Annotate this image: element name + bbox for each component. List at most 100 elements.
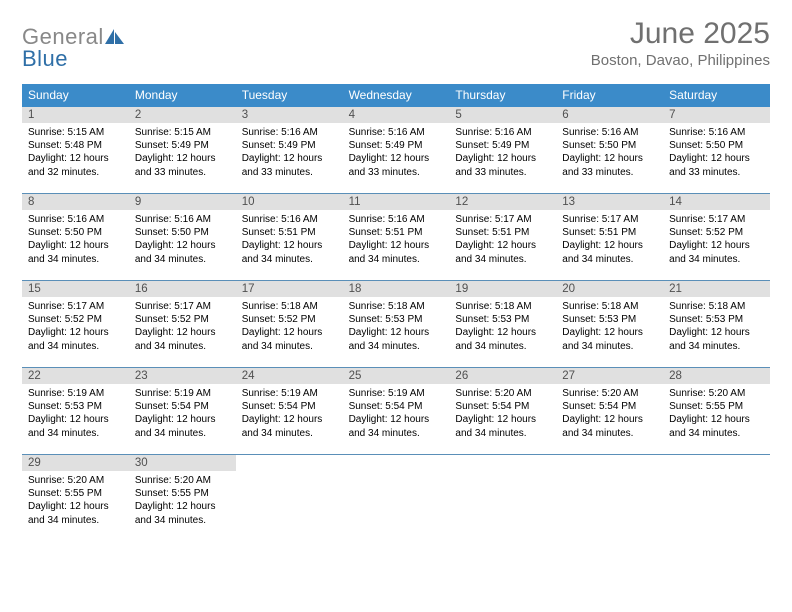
sunset-text: Sunset: 5:51 PM (242, 226, 337, 239)
sunset-text: Sunset: 5:55 PM (669, 400, 764, 413)
daylight-text: Daylight: 12 hours and 34 minutes. (242, 413, 337, 439)
daylight-text: Daylight: 12 hours and 34 minutes. (455, 413, 550, 439)
sunset-text: Sunset: 5:52 PM (28, 313, 123, 326)
sunrise-text: Sunrise: 5:17 AM (135, 300, 230, 313)
sunrise-text: Sunrise: 5:16 AM (349, 213, 444, 226)
day-body: Sunrise: 5:16 AMSunset: 5:49 PMDaylight:… (449, 123, 556, 185)
sunset-text: Sunset: 5:53 PM (349, 313, 444, 326)
daylight-text: Daylight: 12 hours and 32 minutes. (28, 152, 123, 178)
day-headers-row: Sunday Monday Tuesday Wednesday Thursday… (22, 84, 770, 107)
sunrise-text: Sunrise: 5:20 AM (562, 387, 657, 400)
day-cell: 10Sunrise: 5:16 AMSunset: 5:51 PMDayligh… (236, 194, 343, 280)
weeks-container: 1Sunrise: 5:15 AMSunset: 5:48 PMDaylight… (22, 107, 770, 541)
sunrise-text: Sunrise: 5:18 AM (455, 300, 550, 313)
daylight-text: Daylight: 12 hours and 33 minutes. (669, 152, 764, 178)
day-cell: 24Sunrise: 5:19 AMSunset: 5:54 PMDayligh… (236, 368, 343, 454)
day-number: 22 (22, 368, 129, 384)
day-body: Sunrise: 5:19 AMSunset: 5:54 PMDaylight:… (129, 384, 236, 446)
sunset-text: Sunset: 5:54 PM (135, 400, 230, 413)
day-number: 2 (129, 107, 236, 123)
day-body: Sunrise: 5:19 AMSunset: 5:54 PMDaylight:… (343, 384, 450, 446)
day-body: Sunrise: 5:15 AMSunset: 5:49 PMDaylight:… (129, 123, 236, 185)
day-cell: 5Sunrise: 5:16 AMSunset: 5:49 PMDaylight… (449, 107, 556, 193)
sunrise-text: Sunrise: 5:16 AM (455, 126, 550, 139)
daylight-text: Daylight: 12 hours and 34 minutes. (349, 413, 444, 439)
sunrise-text: Sunrise: 5:16 AM (28, 213, 123, 226)
day-cell: 12Sunrise: 5:17 AMSunset: 5:51 PMDayligh… (449, 194, 556, 280)
daylight-text: Daylight: 12 hours and 34 minutes. (455, 239, 550, 265)
day-cell: 21Sunrise: 5:18 AMSunset: 5:53 PMDayligh… (663, 281, 770, 367)
day-number: 24 (236, 368, 343, 384)
calendar: Sunday Monday Tuesday Wednesday Thursday… (22, 84, 770, 541)
day-number: 18 (343, 281, 450, 297)
day-number: 26 (449, 368, 556, 384)
day-number: 4 (343, 107, 450, 123)
day-cell: 7Sunrise: 5:16 AMSunset: 5:50 PMDaylight… (663, 107, 770, 193)
sunset-text: Sunset: 5:51 PM (562, 226, 657, 239)
title-block: June 2025 Boston, Davao, Philippines (591, 18, 770, 69)
sunrise-text: Sunrise: 5:19 AM (135, 387, 230, 400)
sunrise-text: Sunrise: 5:20 AM (455, 387, 550, 400)
calendar-week: 8Sunrise: 5:16 AMSunset: 5:50 PMDaylight… (22, 194, 770, 281)
logo-sail-icon (105, 29, 125, 45)
sunrise-text: Sunrise: 5:15 AM (28, 126, 123, 139)
sunset-text: Sunset: 5:55 PM (135, 487, 230, 500)
day-cell: 15Sunrise: 5:17 AMSunset: 5:52 PMDayligh… (22, 281, 129, 367)
day-number: 23 (129, 368, 236, 384)
dayheader-sunday: Sunday (22, 84, 129, 107)
sunrise-text: Sunrise: 5:18 AM (349, 300, 444, 313)
calendar-week: 22Sunrise: 5:19 AMSunset: 5:53 PMDayligh… (22, 368, 770, 455)
day-number: 6 (556, 107, 663, 123)
sunset-text: Sunset: 5:49 PM (455, 139, 550, 152)
day-cell: 6Sunrise: 5:16 AMSunset: 5:50 PMDaylight… (556, 107, 663, 193)
day-cell (236, 455, 343, 541)
day-number: 25 (343, 368, 450, 384)
sunrise-text: Sunrise: 5:19 AM (349, 387, 444, 400)
day-body: Sunrise: 5:16 AMSunset: 5:51 PMDaylight:… (236, 210, 343, 272)
dayheader-tuesday: Tuesday (236, 84, 343, 107)
day-cell: 2Sunrise: 5:15 AMSunset: 5:49 PMDaylight… (129, 107, 236, 193)
day-cell: 20Sunrise: 5:18 AMSunset: 5:53 PMDayligh… (556, 281, 663, 367)
daylight-text: Daylight: 12 hours and 34 minutes. (28, 326, 123, 352)
sunrise-text: Sunrise: 5:19 AM (28, 387, 123, 400)
day-body: Sunrise: 5:15 AMSunset: 5:48 PMDaylight:… (22, 123, 129, 185)
day-cell: 1Sunrise: 5:15 AMSunset: 5:48 PMDaylight… (22, 107, 129, 193)
sunset-text: Sunset: 5:54 PM (562, 400, 657, 413)
daylight-text: Daylight: 12 hours and 34 minutes. (28, 413, 123, 439)
day-number: 10 (236, 194, 343, 210)
daylight-text: Daylight: 12 hours and 33 minutes. (135, 152, 230, 178)
day-number: 19 (449, 281, 556, 297)
sunset-text: Sunset: 5:53 PM (669, 313, 764, 326)
day-number: 7 (663, 107, 770, 123)
sunrise-text: Sunrise: 5:17 AM (562, 213, 657, 226)
sunset-text: Sunset: 5:50 PM (28, 226, 123, 239)
day-body: Sunrise: 5:16 AMSunset: 5:49 PMDaylight:… (236, 123, 343, 185)
sunset-text: Sunset: 5:53 PM (562, 313, 657, 326)
sunset-text: Sunset: 5:49 PM (242, 139, 337, 152)
day-cell: 14Sunrise: 5:17 AMSunset: 5:52 PMDayligh… (663, 194, 770, 280)
daylight-text: Daylight: 12 hours and 34 minutes. (562, 326, 657, 352)
day-cell: 25Sunrise: 5:19 AMSunset: 5:54 PMDayligh… (343, 368, 450, 454)
calendar-week: 29Sunrise: 5:20 AMSunset: 5:55 PMDayligh… (22, 455, 770, 541)
logo: General Blue (22, 18, 125, 76)
day-cell: 29Sunrise: 5:20 AMSunset: 5:55 PMDayligh… (22, 455, 129, 541)
day-cell (663, 455, 770, 541)
sunset-text: Sunset: 5:50 PM (562, 139, 657, 152)
day-number: 20 (556, 281, 663, 297)
sunset-text: Sunset: 5:53 PM (28, 400, 123, 413)
day-cell: 4Sunrise: 5:16 AMSunset: 5:49 PMDaylight… (343, 107, 450, 193)
day-number: 8 (22, 194, 129, 210)
daylight-text: Daylight: 12 hours and 34 minutes. (135, 500, 230, 526)
sunrise-text: Sunrise: 5:19 AM (242, 387, 337, 400)
day-body: Sunrise: 5:18 AMSunset: 5:53 PMDaylight:… (449, 297, 556, 359)
daylight-text: Daylight: 12 hours and 34 minutes. (28, 239, 123, 265)
sunrise-text: Sunrise: 5:16 AM (242, 126, 337, 139)
dayheader-wednesday: Wednesday (343, 84, 450, 107)
day-body: Sunrise: 5:20 AMSunset: 5:54 PMDaylight:… (556, 384, 663, 446)
day-body: Sunrise: 5:20 AMSunset: 5:54 PMDaylight:… (449, 384, 556, 446)
page-title: June 2025 (591, 18, 770, 50)
sunrise-text: Sunrise: 5:16 AM (242, 213, 337, 226)
sunrise-text: Sunrise: 5:18 AM (242, 300, 337, 313)
day-cell: 3Sunrise: 5:16 AMSunset: 5:49 PMDaylight… (236, 107, 343, 193)
daylight-text: Daylight: 12 hours and 34 minutes. (242, 239, 337, 265)
